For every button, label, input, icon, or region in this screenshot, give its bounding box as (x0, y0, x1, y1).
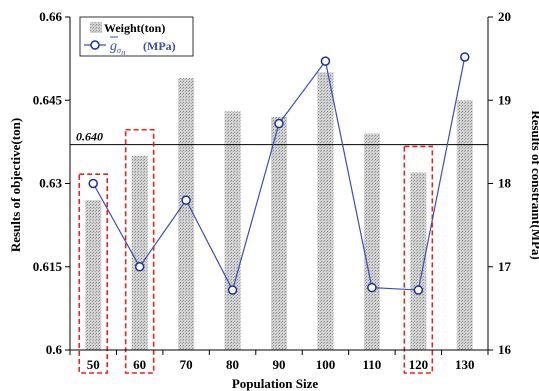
legend: Weight(ton) gσH (MPa) (79, 16, 194, 57)
bar-50 (85, 200, 102, 350)
bar-80 (224, 111, 241, 350)
highlight-box-120 (403, 145, 434, 374)
left-tick-labels: 0.6 0.615 0.63 0.645 0.66 (33, 9, 70, 357)
constraint-point-50 (88, 178, 98, 189)
x-tick-label: 130 (455, 357, 475, 372)
bar-series (85, 72, 473, 351)
right-tick-label: 17 (498, 259, 512, 274)
highlight-boxes (78, 128, 434, 374)
highlight-box-60 (124, 128, 155, 374)
x-tick-label: 100 (316, 357, 336, 372)
x-tick-labels: 50 60 70 80 90 100 110 120 130 (69, 350, 489, 372)
left-tick-label: 0.615 (33, 259, 63, 274)
left-tick-label: 0.63 (39, 176, 62, 191)
x-tick-label: 110 (362, 357, 381, 372)
left-axis-title: Results of objective(ton) (8, 118, 23, 252)
legend-bar-swatch (90, 22, 102, 33)
reference-line-group: 0.640 (70, 130, 488, 146)
legend-marker-icon (90, 40, 100, 50)
bar-110 (363, 133, 380, 350)
x-tick-label: 70 (180, 357, 193, 372)
right-tick-label: 18 (498, 176, 512, 191)
bar-130 (456, 100, 473, 350)
constraint-point-70 (181, 195, 191, 205)
right-tick-label: 16 (498, 342, 512, 357)
constraint-point-60 (134, 262, 145, 272)
x-tick-label: 60 (133, 357, 146, 372)
x-axis-title: Population Size (232, 376, 319, 391)
bar-90 (271, 116, 287, 351)
constraint-point-80 (227, 285, 238, 295)
left-tick-label: 0.6 (46, 342, 63, 357)
reference-line-label: 0.640 (76, 130, 103, 144)
constraint-point-90 (274, 118, 284, 129)
x-tick-label: 50 (87, 357, 100, 372)
line-series (88, 52, 470, 295)
x-tick-label: 90 (273, 357, 286, 372)
left-tick-label: 0.66 (39, 9, 62, 24)
legend-constraint-label: (MPa) (143, 39, 176, 53)
constraint-point-120 (413, 285, 424, 295)
x-tick-label: 120 (409, 357, 429, 372)
left-tick-label: 0.645 (33, 92, 63, 107)
highlight-box-50 (78, 173, 109, 374)
x-tick-label: 80 (226, 357, 239, 372)
constraint-point-100 (320, 56, 331, 66)
bar-70 (178, 78, 195, 351)
right-tick-labels: 16 17 18 19 20 (488, 9, 512, 357)
legend-weight-label: Weight(ton) (104, 21, 165, 35)
constraint-point-110 (367, 282, 377, 293)
right-axis-title: Results of constraint(MPa) (529, 110, 539, 259)
bar-60 (131, 155, 148, 350)
right-tick-label: 19 (498, 92, 512, 107)
bar-100 (317, 72, 334, 350)
bar-120 (410, 172, 427, 350)
constraint-point-130 (460, 52, 470, 62)
right-tick-label: 20 (498, 9, 511, 24)
